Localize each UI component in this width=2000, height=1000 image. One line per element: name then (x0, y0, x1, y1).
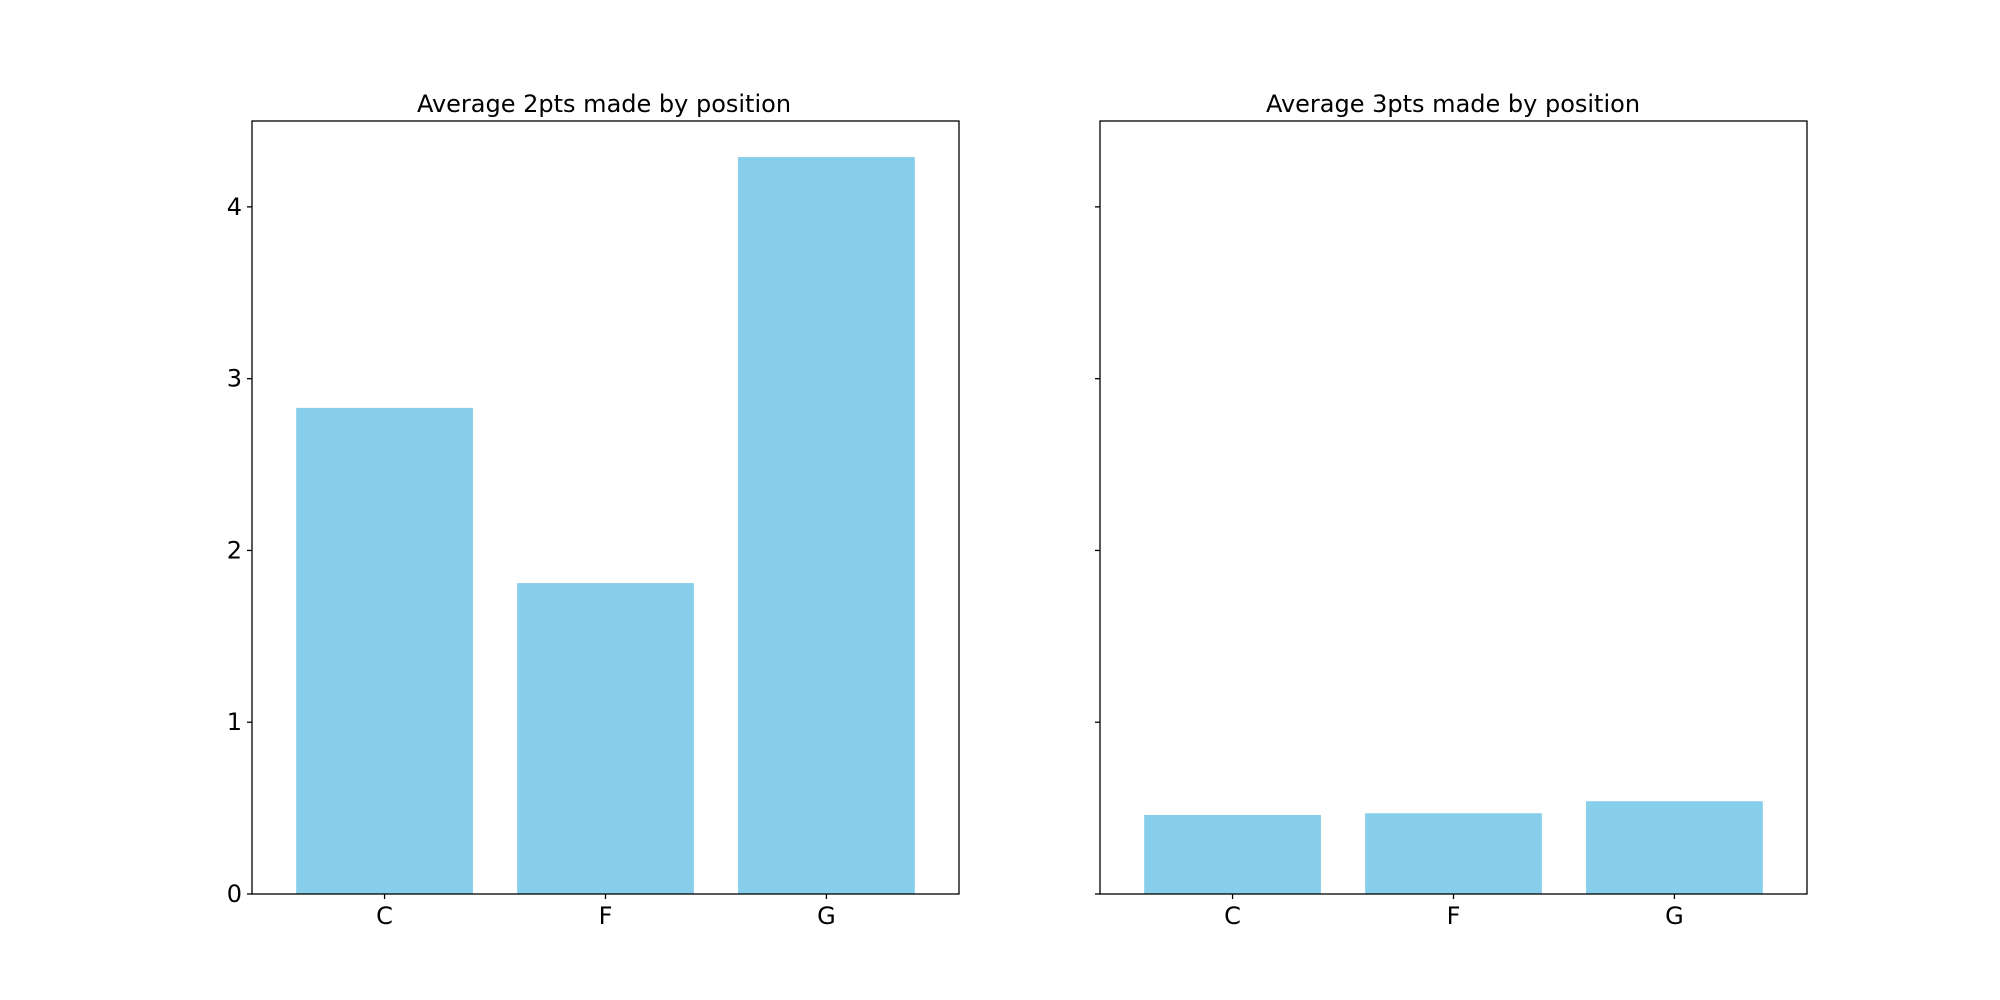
bars (1144, 801, 1763, 894)
chart-3pts: Average 3pts made by position C F G (1095, 90, 1808, 930)
x-tick-label: C (376, 902, 393, 930)
plot-frame (1099, 120, 1808, 895)
bar-g (738, 157, 915, 894)
chart-title: Average 3pts made by position (1266, 90, 1640, 118)
plot-frame (251, 120, 960, 895)
y-tick-label: 2 (227, 536, 242, 564)
bars (296, 157, 915, 894)
x-tick-label: C (1224, 902, 1241, 930)
chart-2pts: Average 2pts made by position 0 1 2 3 4 C F G (227, 90, 960, 930)
bar-c (296, 407, 473, 894)
x-tick-label: F (599, 902, 613, 930)
bar-c (1144, 814, 1321, 894)
x-tick-label: G (817, 902, 836, 930)
y-axis: 0 1 2 3 4 (227, 193, 252, 908)
y-tick-label: 0 (227, 880, 242, 908)
chart-title: Average 2pts made by position (417, 90, 791, 118)
bar-g (1586, 801, 1763, 894)
y-tick-label: 3 (227, 365, 242, 393)
x-tick-label: F (1447, 902, 1461, 930)
x-tick-label: G (1665, 902, 1684, 930)
bar-f (517, 583, 694, 894)
bar-f (1365, 813, 1542, 894)
y-tick-label: 4 (227, 193, 242, 221)
y-tick-label: 1 (227, 708, 242, 736)
y-axis (1095, 206, 1100, 895)
